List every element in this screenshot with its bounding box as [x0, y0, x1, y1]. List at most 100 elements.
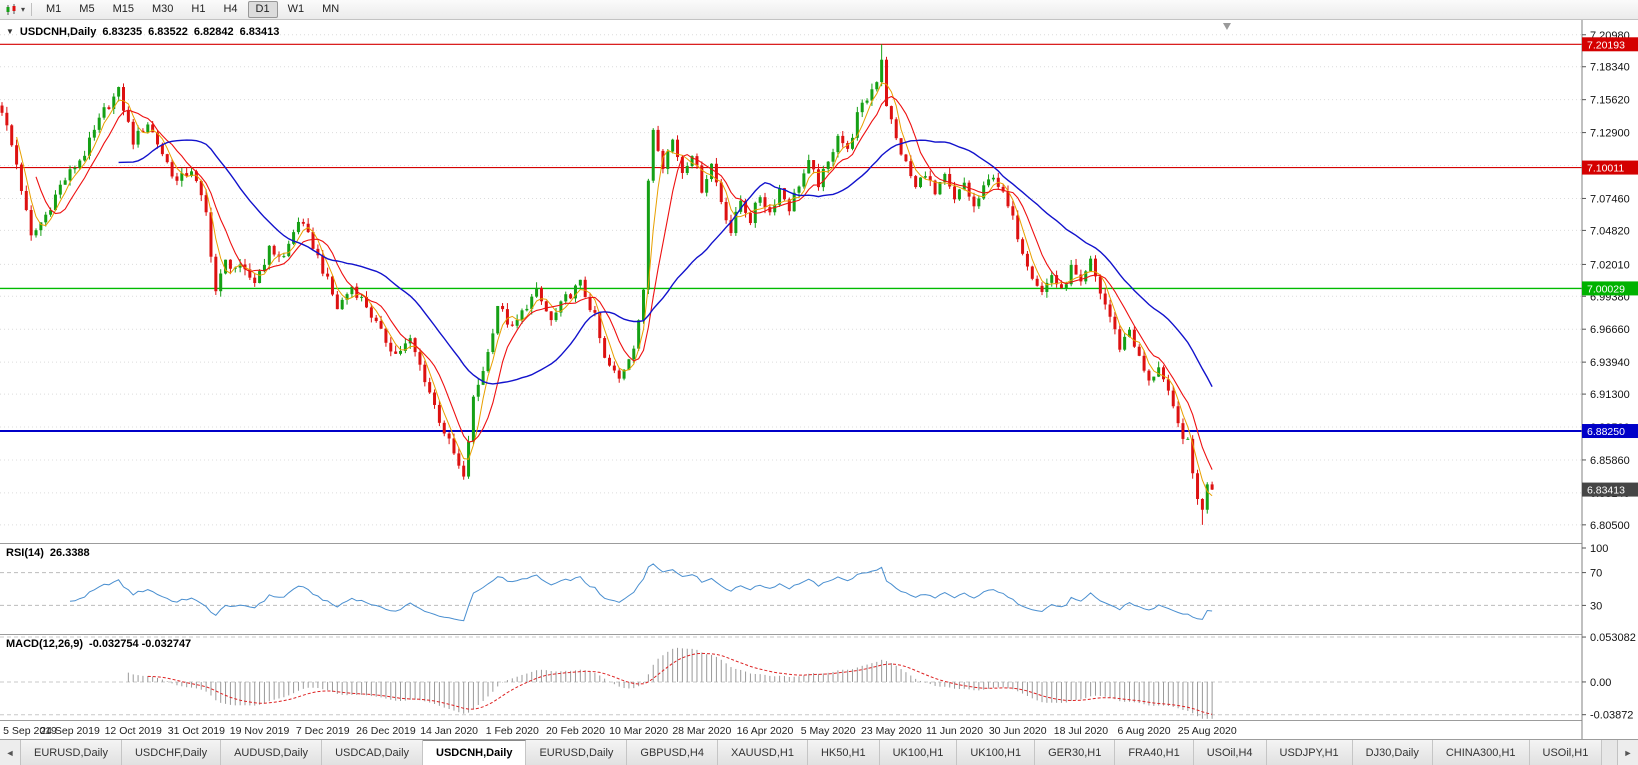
- chart-tab-usoil-h4[interactable]: USOil,H4: [1193, 740, 1267, 765]
- price-tick-label: 7.20980: [1590, 30, 1630, 42]
- chart-type-icon[interactable]: [5, 3, 19, 16]
- tab-scroll-left-button[interactable]: ◄: [0, 740, 21, 765]
- chart-tab-usoil-h1[interactable]: USOil,H1: [1529, 740, 1603, 765]
- candle: [321, 250, 325, 277]
- candle-body: [360, 296, 364, 298]
- candle: [535, 282, 539, 298]
- ohlc-high-value: 6.83522: [148, 26, 188, 38]
- candle: [544, 300, 548, 312]
- candle-body: [1035, 278, 1039, 286]
- candle: [710, 163, 714, 182]
- timeframe-buttons-group: M1 M5 M15 M30 H1 H4 D1 W1 MN: [38, 1, 347, 18]
- candle: [1118, 325, 1122, 353]
- candle-body: [1132, 329, 1136, 347]
- candle-body: [501, 305, 505, 310]
- candle-body: [719, 182, 723, 203]
- rsi-value: 26.3388: [49, 547, 90, 559]
- candle-body: [228, 259, 232, 269]
- candle-body: [1157, 367, 1161, 377]
- candle-body: [185, 173, 189, 176]
- chart-tab-usdjpy-h1[interactable]: USDJPY,H1: [1266, 740, 1353, 765]
- candle-body: [476, 384, 480, 397]
- chart-tab-ger30-h1[interactable]: GER30,H1: [1035, 740, 1116, 765]
- chart-tab-uk100-h1[interactable]: UK100,H1: [957, 740, 1036, 765]
- candle-body: [437, 404, 441, 423]
- chart-tab-usdcnh-daily[interactable]: USDCNH,Daily: [423, 740, 527, 765]
- chart-tab-usdchf-daily[interactable]: USDCHF,Daily: [121, 740, 222, 765]
- candle: [58, 180, 62, 199]
- one-click-trading-icon[interactable]: ▼: [6, 27, 14, 36]
- chart-tab-xauusd-h1[interactable]: XAUUSD,H1: [717, 740, 808, 765]
- price-tag-background: [1582, 37, 1638, 52]
- candle: [938, 181, 942, 196]
- chart-canvas[interactable]: 7.209807.183407.156207.129007.101807.074…: [0, 20, 1638, 739]
- price-tag-background: [1582, 424, 1638, 439]
- chart-tab-usdcad-daily[interactable]: USDCAD,Daily: [322, 740, 424, 765]
- timeframe-button-m15[interactable]: M15: [112, 3, 134, 15]
- chart-tab-eurusd-daily[interactable]: EURUSD,Daily: [21, 740, 122, 765]
- rsi-line: [69, 563, 1213, 622]
- timeframe-button-m5[interactable]: M5: [79, 3, 95, 15]
- candle-body: [316, 248, 320, 256]
- candle-body: [15, 145, 19, 165]
- candle: [753, 201, 757, 228]
- candle-body: [1069, 264, 1073, 285]
- candle: [204, 189, 208, 216]
- candle: [1025, 250, 1029, 271]
- tab-scroll-right-button[interactable]: ►: [1617, 740, 1638, 765]
- candle: [607, 354, 611, 367]
- candle-body: [578, 279, 582, 286]
- candle: [287, 240, 291, 258]
- timeframe-button-m1[interactable]: M1: [46, 3, 62, 15]
- chart-tab-dj30-daily[interactable]: DJ30,Daily: [1352, 740, 1433, 765]
- candle-body: [141, 130, 145, 133]
- candle: [335, 291, 339, 310]
- candle: [734, 206, 738, 236]
- price-tag-background: [1582, 160, 1638, 175]
- chart-tab-gbpusd-h4[interactable]: GBPUSD,H4: [627, 740, 718, 765]
- candle-body: [384, 328, 388, 343]
- candle: [214, 253, 218, 295]
- candle-body: [831, 152, 835, 162]
- chart-shift-marker[interactable]: [1222, 23, 1231, 30]
- chart-tab-fra40-h1[interactable]: FRA40,H1: [1115, 740, 1194, 765]
- macd-tick-label: 0.053082: [1590, 632, 1636, 644]
- candle: [78, 158, 82, 170]
- candle: [894, 117, 898, 141]
- timeframe-button-h1[interactable]: H1: [191, 3, 206, 15]
- price-tick-label: 7.15620: [1590, 95, 1630, 107]
- chart-tab-china300-h1[interactable]: CHINA300,H1: [1432, 740, 1530, 765]
- candle: [1200, 498, 1204, 525]
- timeframe-button-mn[interactable]: MN: [322, 3, 340, 15]
- candle: [83, 150, 87, 162]
- candle-body: [58, 184, 62, 195]
- candle: [642, 288, 646, 324]
- candle-body: [724, 202, 728, 221]
- candle: [914, 175, 918, 189]
- candle: [1147, 369, 1151, 386]
- date-label: 1 Feb 2020: [486, 725, 539, 737]
- candle: [1040, 282, 1044, 296]
- price-axis-background[interactable]: [1582, 20, 1638, 739]
- timeframe-button-w1[interactable]: W1: [287, 3, 305, 15]
- timeframe-button-h4[interactable]: H4: [223, 3, 238, 15]
- candle: [549, 311, 553, 326]
- candle-body: [1191, 438, 1195, 474]
- chart-tab-uk100-h1[interactable]: UK100,H1: [879, 740, 958, 765]
- date-label: 12 Oct 2019: [105, 725, 162, 737]
- candle-body: [739, 200, 743, 212]
- chart-type-dropdown-caret[interactable]: ▾: [21, 4, 26, 14]
- candle: [1001, 184, 1005, 193]
- candle-body: [87, 137, 91, 156]
- chart-tab-audusd-daily[interactable]: AUDUSD,Daily: [221, 740, 323, 765]
- candle-body: [126, 110, 130, 122]
- chart-tab-eurusd-daily[interactable]: EURUSD,Daily: [526, 740, 628, 765]
- chart-window[interactable]: 7.209807.183407.156207.129007.101807.074…: [0, 20, 1638, 739]
- chart-tab-hk50-h1[interactable]: HK50,H1: [807, 740, 880, 765]
- candle-body: [651, 129, 655, 181]
- candle-body: [389, 342, 393, 352]
- timeframe-button-m30[interactable]: M30: [151, 3, 174, 15]
- timeframe-button-d1[interactable]: D1: [247, 1, 278, 18]
- candle-body: [588, 297, 592, 311]
- candle-body: [972, 196, 976, 207]
